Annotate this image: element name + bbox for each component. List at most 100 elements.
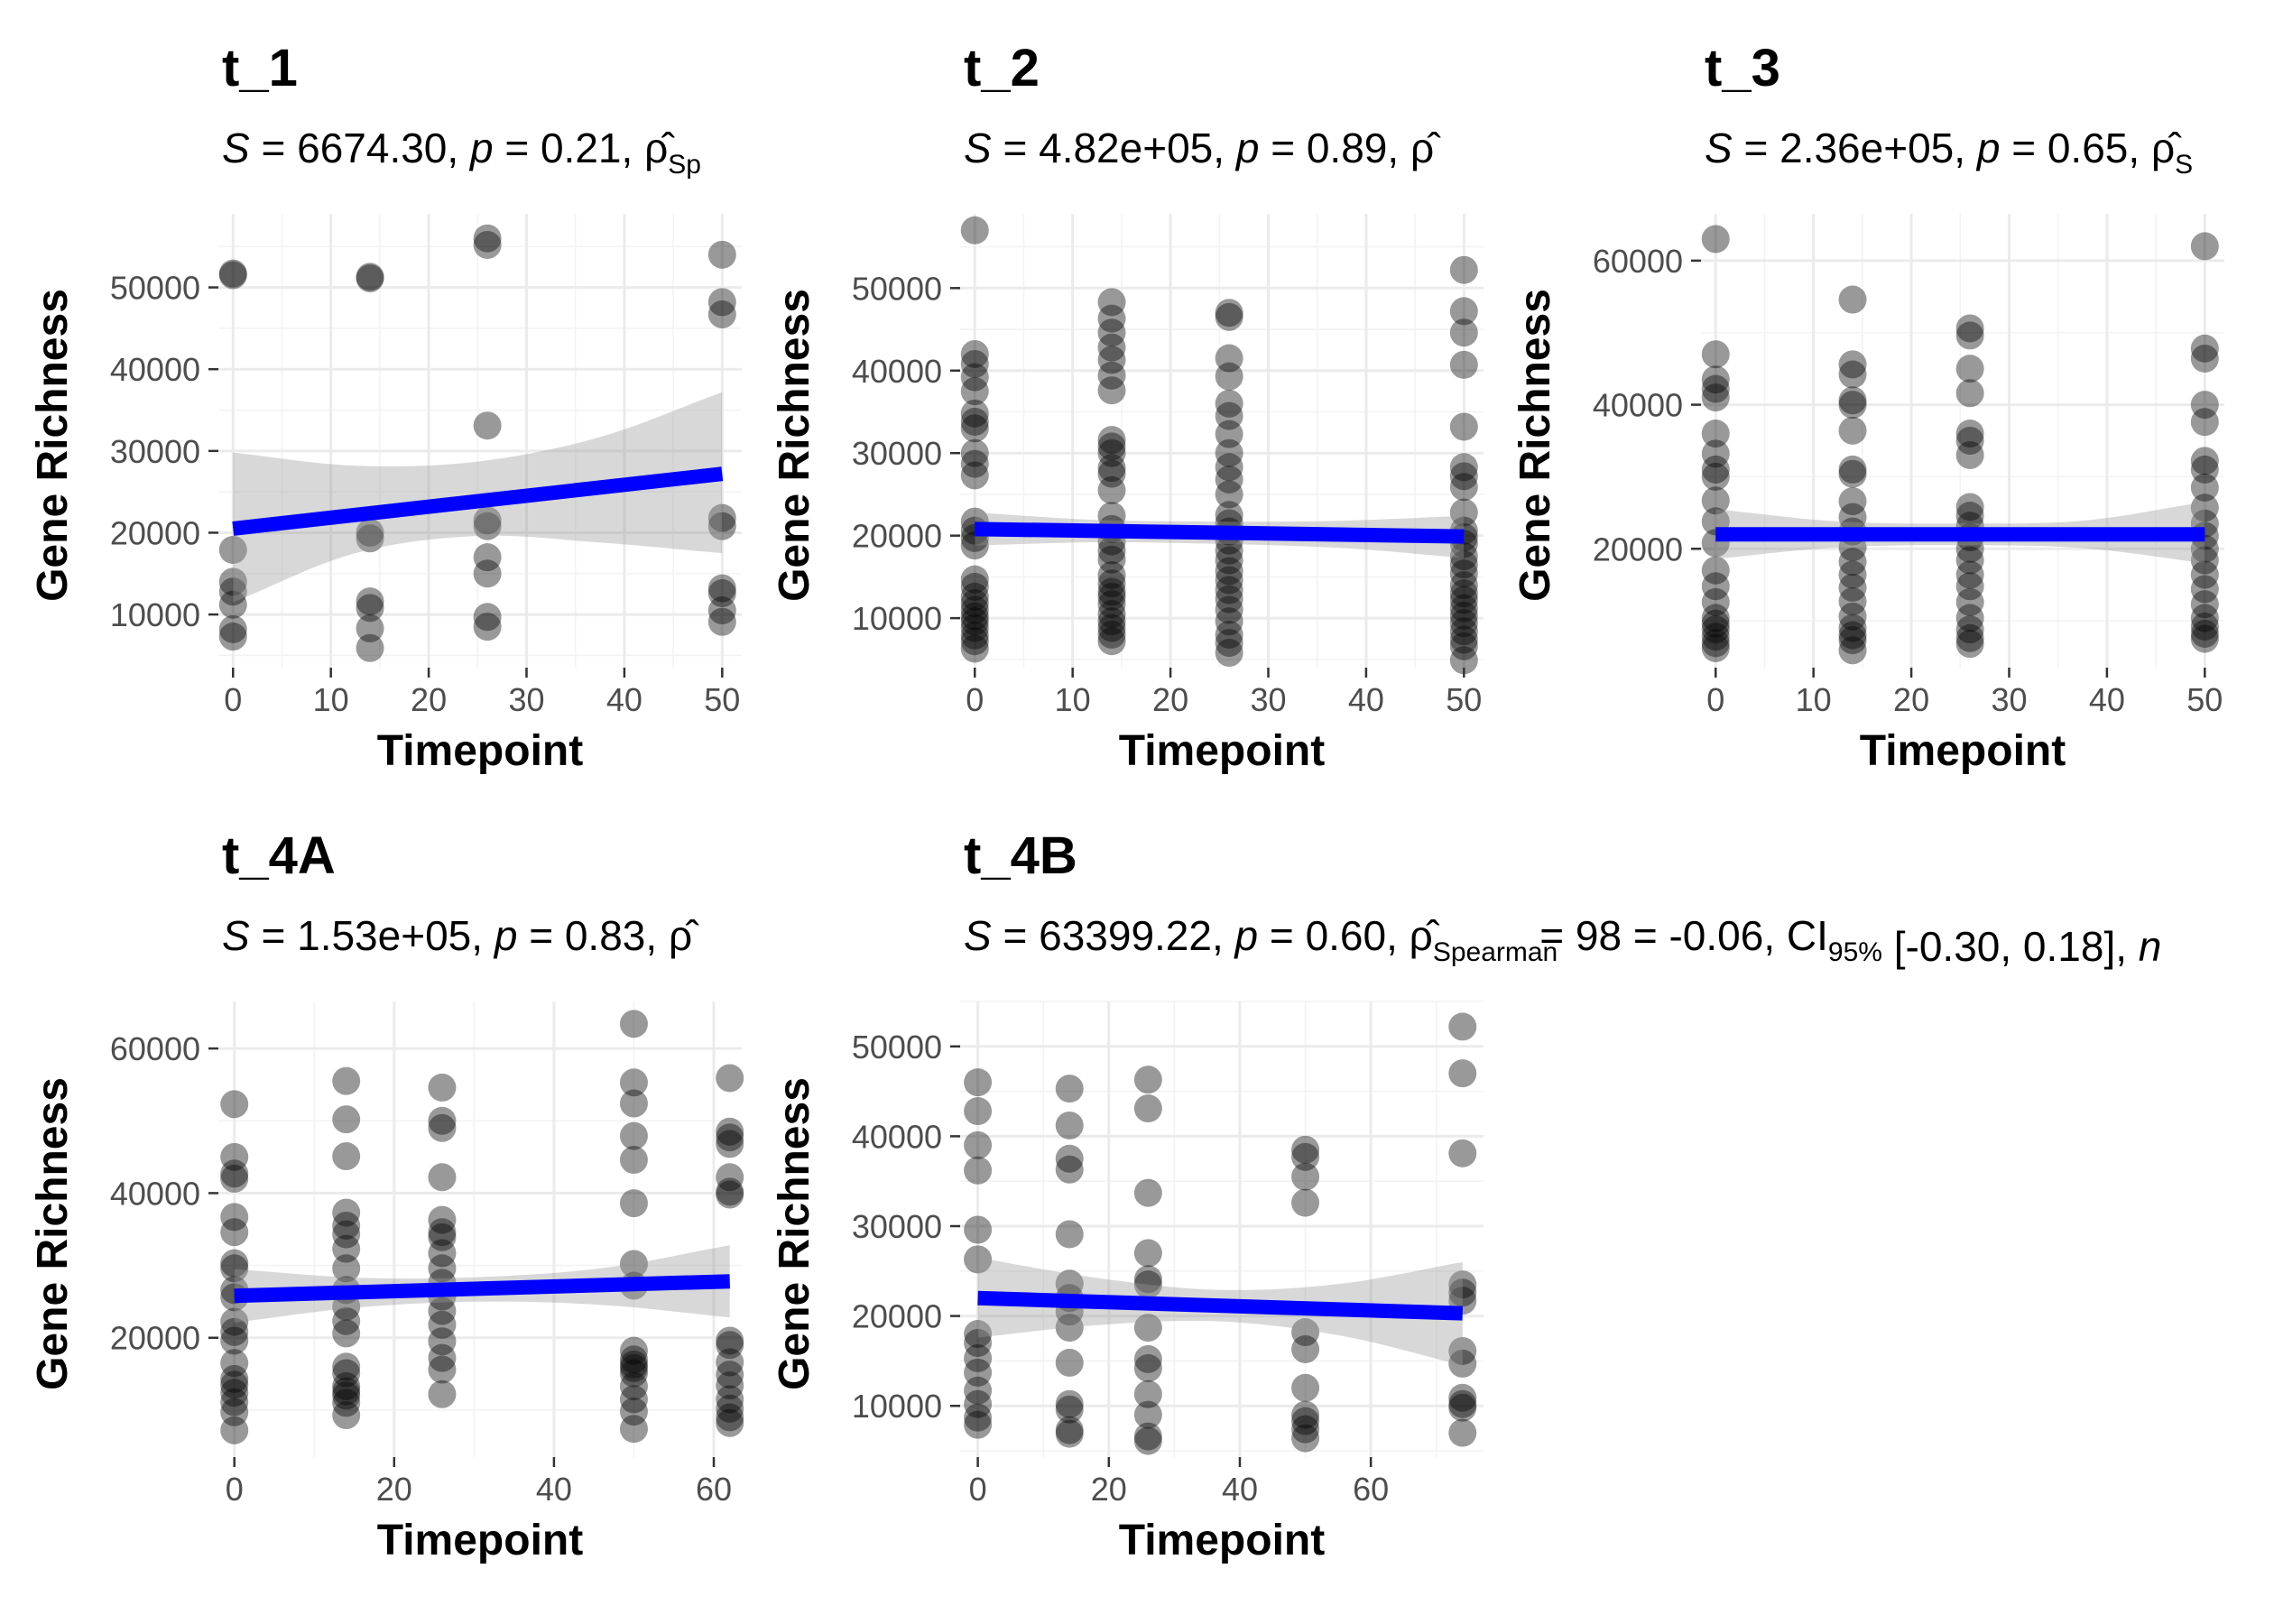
data-point [2190,391,2219,420]
data-point [619,1398,648,1426]
y-tick-label: 30000 [852,1208,942,1245]
data-point [1055,1389,1084,1418]
data-point [964,1343,993,1372]
data-point [1097,502,1126,531]
data-point [1448,1139,1477,1167]
axes: 0 10 20 30 40 50 10000 20000 30000 40000 50000 [110,270,740,718]
panel-subtitle: S = 63399.22, p = 0.60, ρ̂Spearman= 98 =… [964,912,2161,970]
data-point [2190,604,2219,632]
y-tick-label: 10000 [110,596,200,633]
data-point [716,1163,744,1192]
x-tick-label: 60 [1353,1471,1389,1508]
data-point [707,240,736,269]
data-point [1838,503,1867,531]
data-point [1448,1270,1477,1299]
data-point [220,1090,249,1119]
data-point [1055,1111,1084,1140]
data-point [1215,480,1243,509]
data-point [960,339,989,368]
data-point [220,1159,249,1188]
data-point [1701,629,1730,658]
data-point [1449,550,1478,579]
data-point [428,1343,457,1372]
panel-subtitle: S = 4.82e+05, p = 0.89, ρ̂ [964,125,1441,171]
data-point [1055,1416,1084,1444]
data-point [356,263,384,291]
data-point [1838,573,1867,602]
data-point [428,1073,457,1102]
data-point [1449,542,1478,571]
data-point [1838,455,1867,484]
data-point [428,1254,457,1283]
axes: 0 20 40 60 20000 40000 60000 [110,1030,732,1508]
data-point [1449,594,1478,623]
data-point [716,1403,744,1432]
x-tick-label: 0 [969,1471,987,1508]
data-point [716,1371,744,1400]
data-point [1215,302,1243,331]
data-point [1701,572,1730,601]
data-point [619,1189,648,1218]
data-point [218,567,247,596]
data-point [1838,602,1867,631]
data-point [1291,1407,1320,1435]
data-point [960,565,989,594]
data-point [2190,455,2219,484]
data-point [716,1361,744,1389]
x-tick-label: 40 [2089,681,2125,718]
data-point [1097,376,1126,405]
data-point [473,224,502,253]
data-point [716,1123,744,1152]
data-point [473,230,502,259]
data-point [1055,1269,1084,1298]
data-point [1955,546,1984,575]
panel-t-3: t_3 S = 2.36e+05, p = 0.65, ρ̂S 0 10 20 30 40 5… [1511,39,2224,775]
data-point [356,587,384,616]
data-point [356,524,384,553]
y-tick-label: 40000 [1593,387,1683,424]
data-point [332,1401,361,1430]
data-point [1838,386,1867,415]
data-point [1701,615,1730,644]
data-point [619,1250,648,1278]
data-point [1838,614,1867,642]
data-point [1449,462,1478,491]
y-tick-label: 20000 [110,514,200,551]
data-point [220,1249,249,1278]
data-point [1955,379,1984,408]
data-point [1449,571,1478,600]
x-tick-label: 40 [536,1471,572,1508]
data-point [1291,1135,1320,1164]
x-axis-label: Timepoint [377,727,583,775]
data-point [960,589,989,618]
x-tick-label: 50 [2186,681,2223,718]
data-point [1448,1383,1477,1412]
data-point [1097,361,1126,390]
panel-subtitle: S = 2.36e+05, p = 0.65, ρ̂S [1705,125,2193,180]
data-point [473,613,502,641]
data-point [473,506,502,535]
data-point [1701,225,1730,254]
data-point [960,582,989,611]
data-point [428,1379,457,1408]
data-point [1215,629,1243,658]
data-point [1055,1155,1084,1184]
data-point [1291,1318,1320,1347]
data-point [1055,1144,1084,1173]
data-point [1955,355,1984,383]
data-point [619,1146,648,1175]
x-axis-label: Timepoint [1119,727,1325,775]
data-point [619,1350,648,1379]
data-point [1449,350,1478,379]
x-tick-label: 10 [1796,681,1832,718]
data-point [960,349,989,378]
data-point [1701,420,1730,448]
data-point [1133,1265,1162,1294]
data-point [960,438,989,467]
axes: 0 10 20 30 40 50 20000 40000 60000 [1593,243,2223,718]
y-axis-label: Gene Richness [29,1077,77,1390]
data-point [619,1336,648,1365]
data-point [1215,585,1243,614]
data-point [964,1156,993,1185]
